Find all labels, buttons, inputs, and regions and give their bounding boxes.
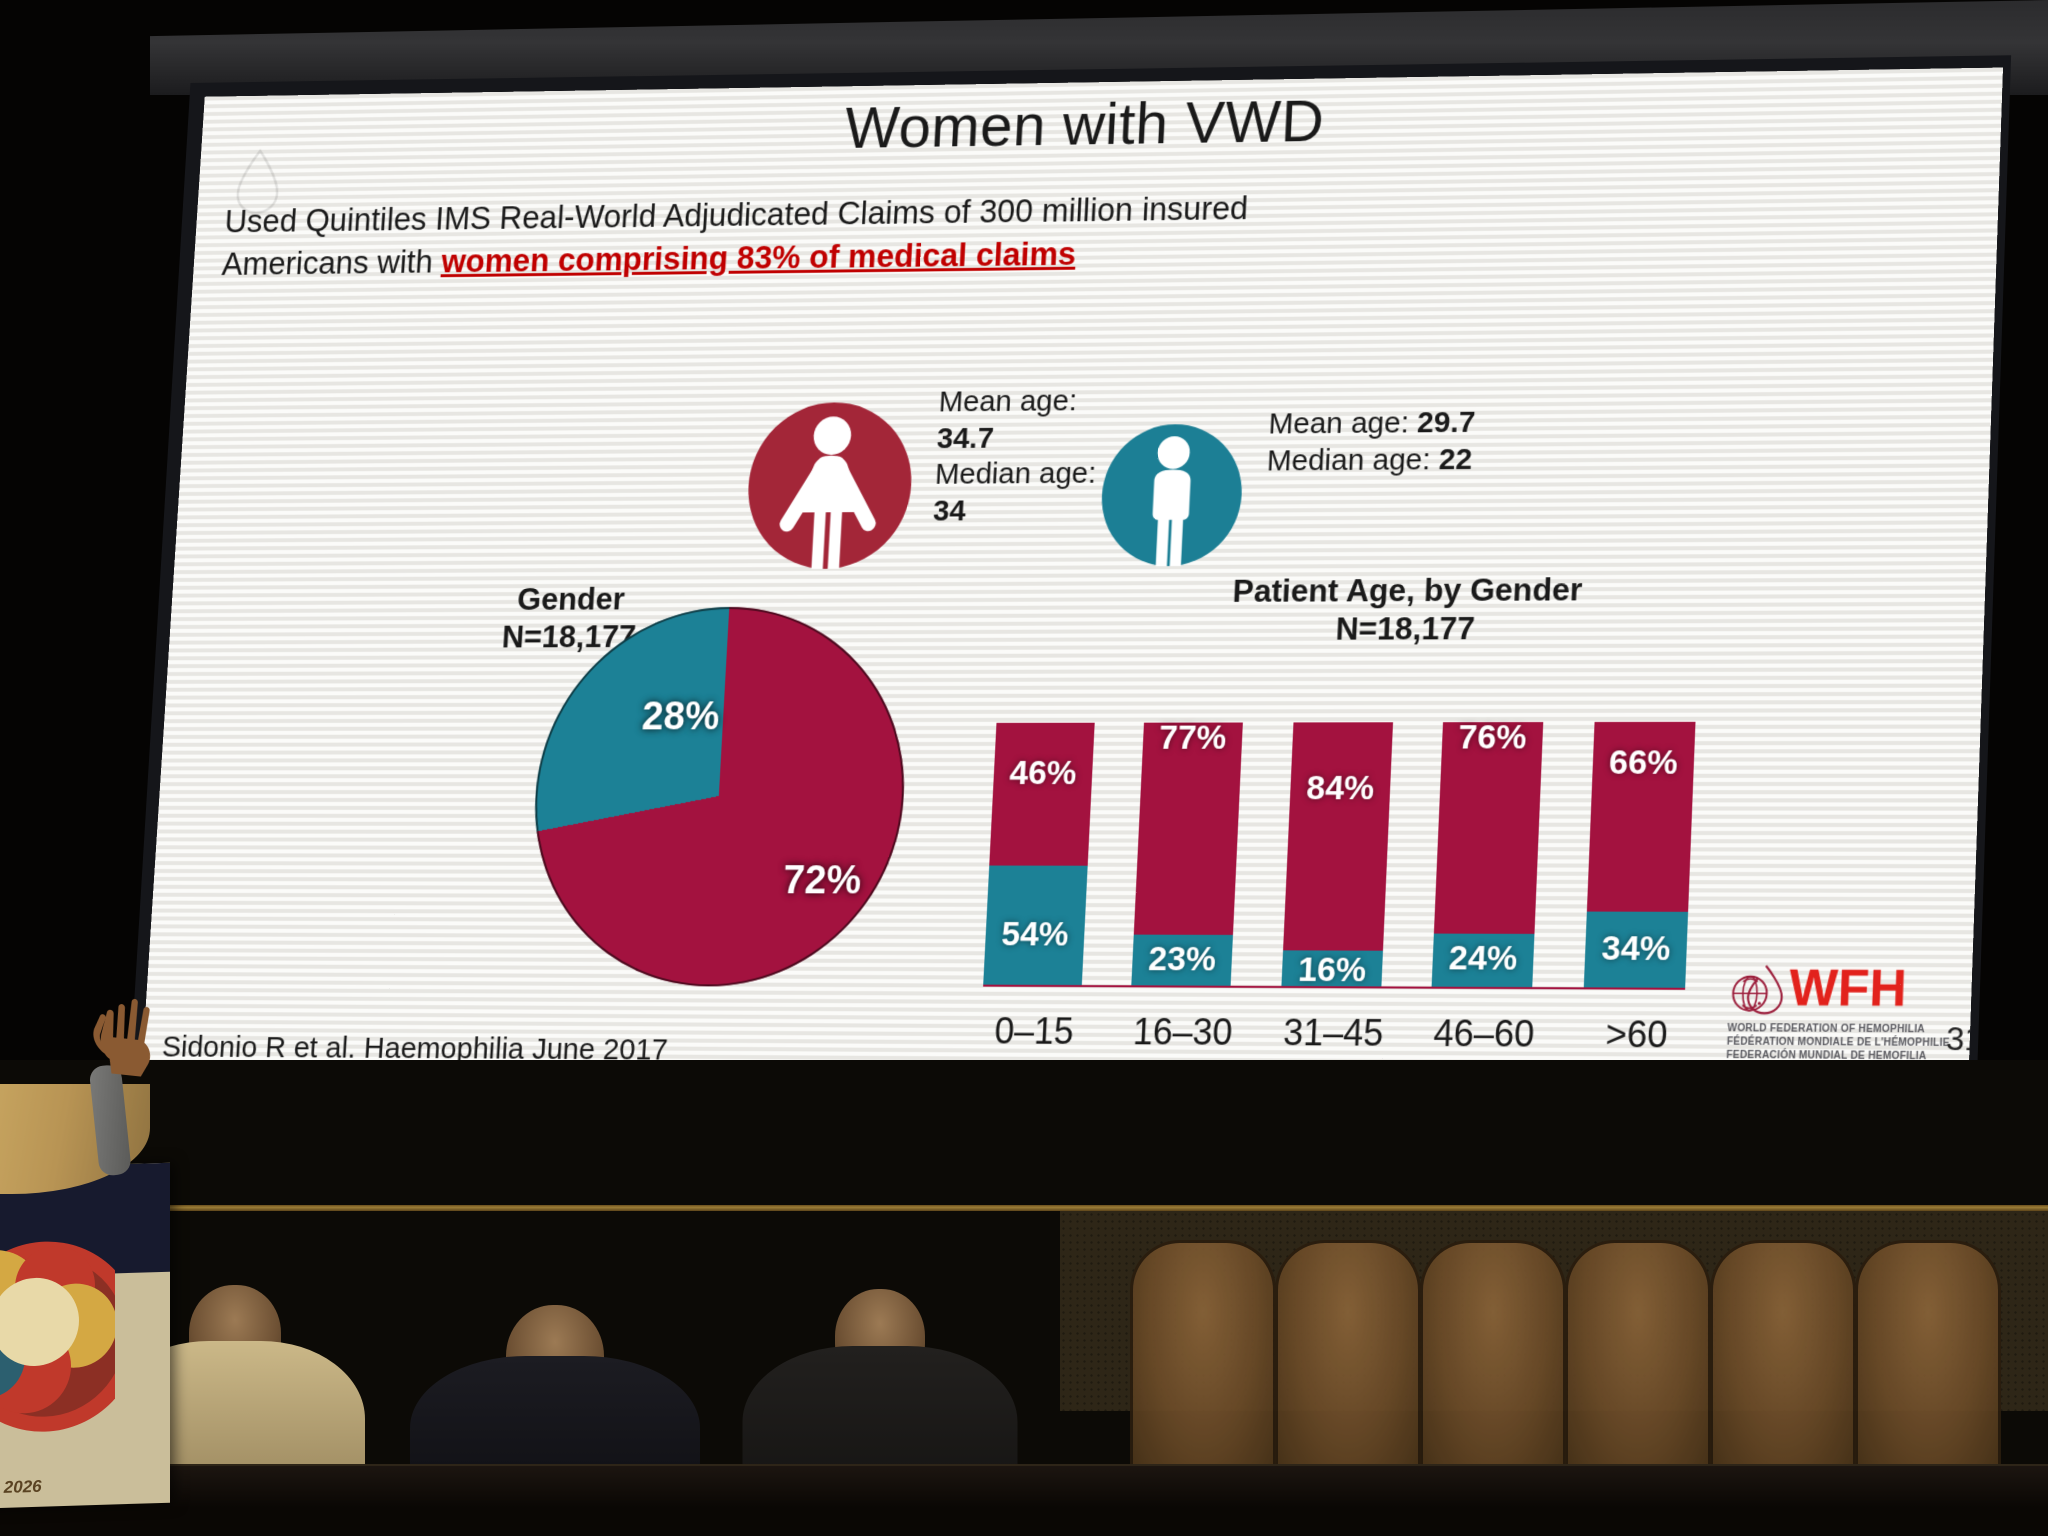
svg-text:WFH: WFH bbox=[1788, 960, 1908, 1017]
